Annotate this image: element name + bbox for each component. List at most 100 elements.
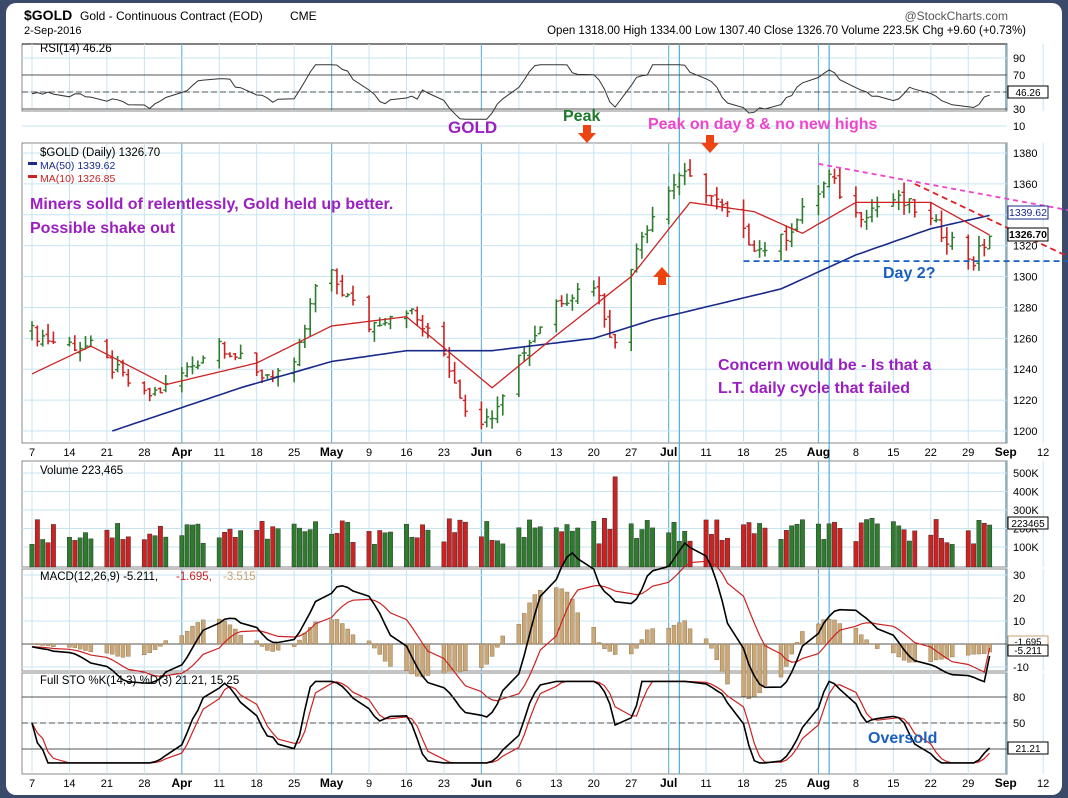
volume-bar: [864, 519, 870, 568]
macd-hist-bar: [950, 643, 955, 658]
svg-text:-1.695: -1.695: [1015, 637, 1042, 648]
price-bar: [50, 331, 56, 345]
price-bar: [414, 306, 420, 327]
price-bar: [387, 315, 393, 330]
volume-bar: [339, 520, 345, 568]
price-bar: [313, 284, 319, 313]
volume-bar: [222, 532, 227, 568]
macd-hist-bar: [784, 643, 789, 667]
macd-hist-bar: [896, 643, 901, 658]
price-bar: [858, 211, 864, 228]
volume-bar: [72, 540, 78, 568]
macd-hist-bar: [602, 643, 607, 649]
x-label-top: 11: [214, 447, 225, 459]
ma10-swatch: [28, 175, 37, 178]
price-tick: 1300: [1013, 272, 1037, 284]
x-label-top: 11: [700, 447, 711, 459]
x-label-bottom: 16: [400, 778, 412, 790]
price-bar: [66, 337, 72, 347]
price-bar: [302, 324, 308, 348]
annotation-miners-line1: Miners solld of relentlessly, Gold held …: [30, 196, 393, 213]
x-label-top: 6: [516, 447, 522, 459]
macd-hist-bar: [72, 643, 78, 648]
macd-hist-bar: [222, 620, 227, 645]
macd-hist-bar: [366, 640, 372, 645]
ma50-line: [112, 214, 990, 432]
price-bar: [147, 387, 153, 402]
price-bar: [516, 354, 522, 398]
macd-hist-bar: [179, 635, 185, 645]
volume-bar: [666, 532, 672, 568]
x-label-bottom: 28: [138, 778, 150, 790]
price-bar: [425, 322, 431, 339]
rsi-tick: 70: [1013, 70, 1025, 82]
quote-line: Open 1318.00 High 1334.00 Low 1307.40 Cl…: [547, 25, 1026, 37]
volume-bar: [489, 540, 495, 568]
price-bar: [874, 196, 880, 218]
x-label-top: 23: [438, 447, 450, 459]
macd-hist-bar: [859, 634, 864, 645]
price-bar: [601, 293, 607, 328]
volume-label: Volume 223,465: [40, 465, 123, 477]
volume-bar: [190, 524, 195, 568]
macd-hist-bar: [227, 624, 233, 645]
macd-hist-bar: [217, 618, 222, 645]
price-bar: [928, 202, 934, 226]
x-label-top: May: [320, 445, 344, 459]
macd-hist-bar: [334, 619, 340, 645]
macd-hist-bar: [976, 643, 982, 655]
volume-bar: [441, 541, 447, 568]
price-bar: [339, 274, 345, 297]
annotation-concern-line2: L.T. daily cycle that failed: [718, 380, 910, 397]
price-bar: [141, 381, 147, 395]
volume-bar: [751, 533, 757, 568]
price-bar: [152, 386, 158, 396]
x-label-top: 18: [737, 447, 749, 459]
price-bar: [366, 295, 372, 333]
volume-bar: [200, 542, 206, 568]
price-bar: [933, 214, 939, 223]
macd-hist-bar: [650, 628, 655, 645]
volume-bar: [987, 524, 993, 568]
volume-bar: [858, 522, 864, 568]
price-bar: [837, 167, 843, 199]
volume-bar: [778, 539, 784, 568]
price-bar: [965, 234, 971, 270]
price-bar: [494, 396, 500, 424]
x-label-bottom: 13: [550, 778, 562, 790]
volume-bar: [789, 525, 795, 568]
volume-bar: [40, 539, 46, 568]
volume-bar: [350, 542, 356, 568]
macd-hist-bar: [152, 643, 158, 650]
price-bar: [981, 238, 987, 257]
volume-bar: [404, 523, 409, 568]
volume-bar: [826, 523, 832, 568]
macd-hist-bar: [832, 619, 837, 645]
macd-hist-bar: [452, 643, 457, 672]
volume-bar: [88, 538, 94, 568]
x-label-top: 15: [887, 447, 899, 459]
price-bar: [115, 356, 121, 373]
macd-hist-bar: [425, 643, 431, 676]
macd-hist-bar: [83, 643, 88, 651]
volume-bar: [719, 539, 725, 568]
macd-hist-bar: [789, 643, 794, 655]
price-bar: [906, 197, 912, 214]
axis-ticks: 9070503010138013601340132013001280126012…: [1013, 53, 1039, 756]
price-tick: 1220: [1013, 395, 1037, 407]
price-bar: [682, 162, 688, 186]
volume-bar: [965, 530, 971, 568]
panel-macd: [21, 568, 1008, 672]
price-bar: [377, 317, 383, 327]
macd-hist-bar: [982, 643, 987, 654]
macd-hist-bar: [291, 643, 297, 647]
volume-bar: [837, 528, 843, 568]
volume-bar: [216, 537, 222, 568]
macd-hist-bar: [45, 643, 51, 646]
rsi-tag: 46.26: [1007, 85, 1049, 99]
macd-hist-bar: [158, 643, 163, 647]
price-bar: [971, 256, 977, 271]
price-bar: [195, 360, 201, 370]
price-bar: [537, 326, 543, 335]
volume-bar: [537, 526, 543, 568]
